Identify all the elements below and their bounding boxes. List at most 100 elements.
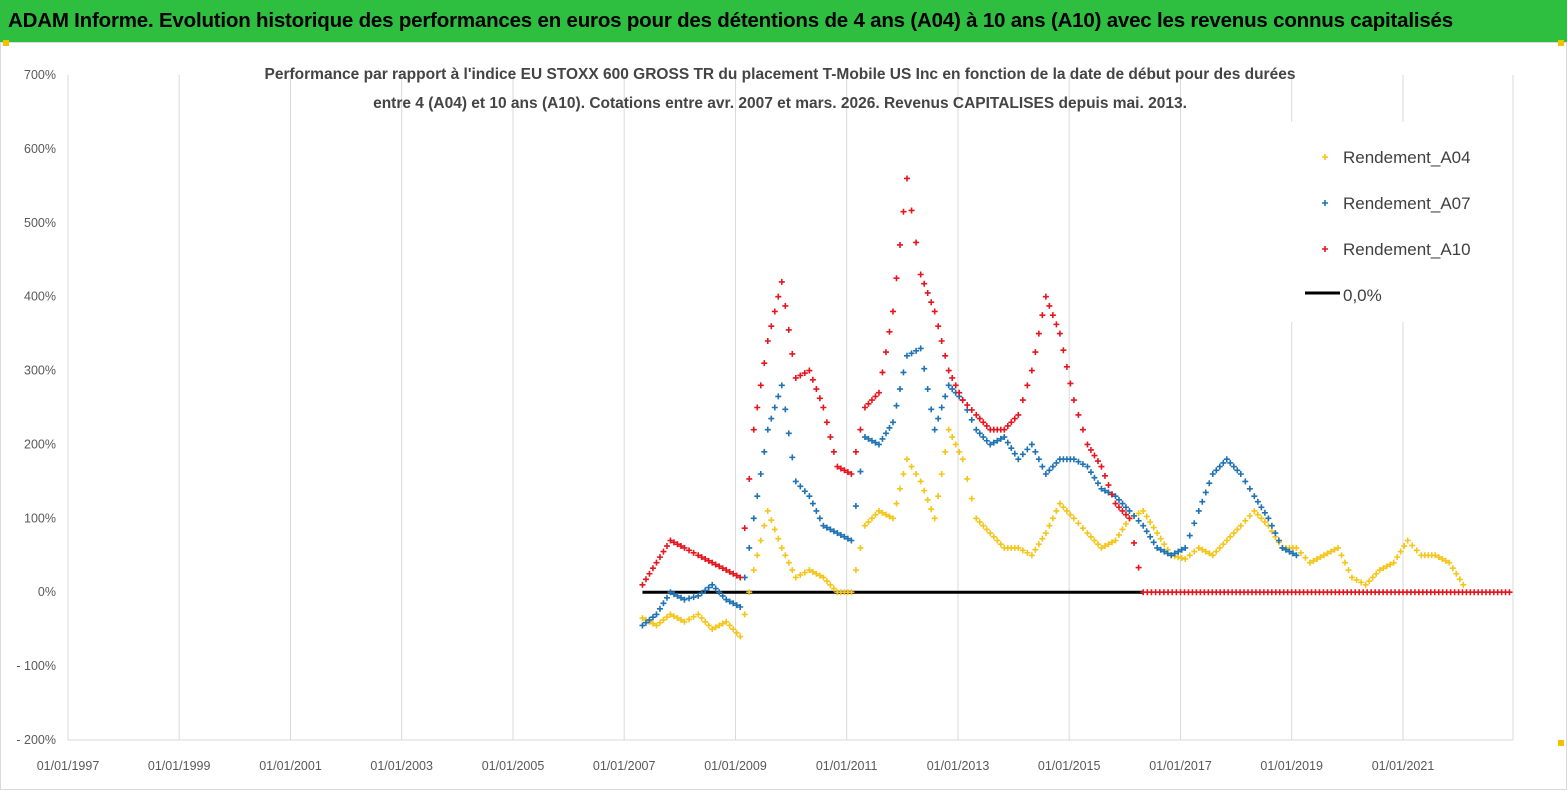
data-point-interp — [1161, 541, 1168, 548]
data-point-interp — [896, 241, 903, 248]
data-point-interp — [949, 434, 956, 441]
data-point-interp — [924, 386, 931, 393]
data-point — [1293, 552, 1300, 559]
data-point-interp — [782, 552, 789, 559]
data-point-interp — [952, 382, 959, 389]
data-point-interp — [813, 386, 820, 393]
data-point-interp — [857, 544, 864, 551]
data-point-interp — [882, 511, 889, 518]
data-point-interp — [801, 569, 808, 576]
data-point — [792, 374, 799, 381]
data-point-interp — [813, 507, 820, 514]
data-point-interp — [837, 531, 844, 538]
data-point-interp — [1094, 541, 1101, 548]
data-point-interp — [980, 522, 987, 529]
data-point — [1126, 515, 1133, 522]
data-point — [1223, 537, 1230, 544]
data-point-interp — [841, 467, 848, 474]
report-title: ADAM Informe. Evolution historique des p… — [8, 9, 1453, 32]
x-tick-label: 01/01/2001 — [259, 759, 322, 773]
data-point-interp — [968, 406, 975, 413]
data-point-interp — [942, 393, 949, 400]
data-point — [1001, 434, 1008, 441]
data-point-interp — [968, 416, 975, 423]
data-point-interp — [1173, 589, 1180, 596]
data-point-interp — [1019, 547, 1026, 554]
data-point — [1279, 544, 1286, 551]
data-point-interp — [879, 435, 886, 442]
data-point-interp — [1202, 489, 1209, 496]
data-point-interp — [705, 557, 712, 564]
data-point — [1306, 559, 1313, 566]
data-point-interp — [1435, 554, 1442, 561]
data-point-interp — [674, 615, 681, 622]
x-tick-label: 01/01/2021 — [1372, 759, 1435, 773]
data-point-interp — [879, 369, 886, 376]
data-point — [945, 426, 952, 433]
data-point-interp — [757, 382, 764, 389]
data-point — [653, 559, 660, 566]
data-point-interp — [1039, 463, 1046, 470]
data-point-interp — [646, 616, 653, 623]
data-point-interp — [900, 208, 907, 215]
data-point-interp — [1449, 565, 1456, 572]
data-point — [931, 426, 938, 433]
data-point — [709, 581, 716, 588]
performance-chart: 700% 600% 500% 400% 300% 200% 100% 0% - 100% - 20… — [0, 42, 1567, 790]
data-point-interp — [1341, 559, 1348, 566]
data-point-interp — [1324, 550, 1331, 557]
data-point-interp — [857, 468, 864, 475]
data-point-interp — [1373, 570, 1380, 577]
data-point-interp — [893, 402, 900, 409]
data-point-interp — [997, 426, 1004, 433]
data-point-interp — [1011, 544, 1018, 551]
data-point — [1251, 493, 1258, 500]
data-point — [737, 633, 744, 640]
data-point-interp — [719, 565, 726, 572]
data-point-interp — [868, 515, 875, 522]
data-point — [973, 411, 980, 418]
data-point-interp — [868, 397, 875, 404]
data-point-interp — [1227, 533, 1234, 540]
chart-title-line-2: entre 4 (A04) et 10 ans (A10). Cotations… — [373, 95, 1187, 112]
data-point-interp — [844, 535, 851, 542]
data-point — [1334, 544, 1341, 551]
data-point-interp — [1345, 567, 1352, 574]
data-point — [875, 441, 882, 448]
data-point-interp — [1358, 579, 1365, 586]
data-point-interp — [816, 395, 823, 402]
data-point-interp — [1242, 517, 1249, 524]
data-point-interp — [1135, 564, 1142, 571]
data-point-interp — [698, 554, 705, 561]
data-point-interp — [771, 404, 778, 411]
data-point-interp — [1067, 511, 1074, 518]
data-point-interp — [983, 422, 990, 429]
data-point-interp — [1338, 552, 1345, 559]
data-point-interp — [1199, 498, 1206, 505]
data-point — [750, 567, 757, 574]
data-point — [889, 308, 896, 315]
data-point-interp — [797, 571, 804, 578]
data-point — [1098, 485, 1105, 492]
data-point-interp — [1039, 535, 1046, 542]
data-point-interp — [949, 374, 956, 381]
data-point — [1015, 411, 1022, 418]
data-point-interp — [1302, 554, 1309, 561]
data-point-interp — [730, 570, 737, 577]
data-point-interp — [908, 350, 915, 357]
x-tick-label: 01/01/2005 — [482, 759, 545, 773]
data-point-interp — [964, 475, 971, 482]
data-point-interp — [1171, 550, 1178, 557]
data-point-interp — [928, 506, 935, 513]
data-point-interp — [852, 567, 859, 574]
data-point — [1154, 544, 1161, 551]
data-point-interp — [730, 626, 737, 633]
data-point — [723, 567, 730, 574]
data-point-interp — [646, 570, 653, 577]
data-point-interp — [896, 386, 903, 393]
data-point-interp — [712, 585, 719, 592]
data-point-interp — [1091, 474, 1098, 481]
data-point — [1140, 522, 1147, 529]
data-point-interp — [976, 415, 983, 422]
data-point-interp — [686, 595, 693, 602]
